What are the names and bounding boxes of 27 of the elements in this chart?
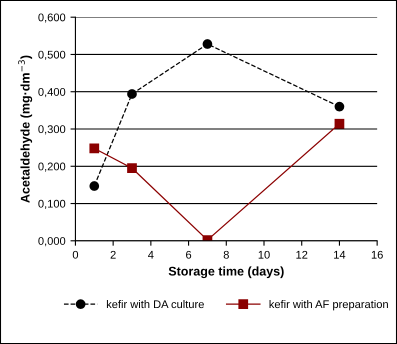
point	[202, 39, 212, 49]
y-tick-label: 0,000	[38, 237, 66, 246]
x-tick-label: 14	[334, 250, 346, 259]
x-tick-label: 6	[186, 250, 192, 259]
y-tick-label: 0,600	[38, 13, 66, 23]
x-tick-label: 10	[258, 250, 270, 259]
point	[89, 144, 100, 154]
point	[89, 181, 100, 191]
point	[334, 102, 344, 112]
point	[334, 118, 344, 129]
x-axis-title: Storage time (days)	[168, 266, 284, 278]
x-tick-label: 4	[148, 250, 154, 259]
x-tick-label: 12	[296, 250, 308, 259]
x-tick-label: 8	[224, 250, 229, 259]
y-axis-title: Acetaldehyde (mg·dm$^{−3}$)	[18, 56, 32, 203]
legend-label: kefir with DA culture	[106, 300, 204, 308]
y-tick-label: 0,400	[38, 88, 66, 98]
y-tick-label: 0,500	[38, 50, 66, 60]
x-tick-label: 2	[110, 250, 116, 259]
y-tick-label: 0,300	[38, 125, 66, 134]
y-tick-label: 0,100	[38, 200, 66, 209]
point	[127, 163, 137, 173]
x-tick-label: 16	[372, 250, 383, 259]
point	[127, 89, 137, 99]
legend-label: kefir with AF preparation	[270, 300, 388, 310]
y-tick-label: 0,200	[38, 162, 66, 172]
x-tick-label: 0	[72, 250, 78, 259]
